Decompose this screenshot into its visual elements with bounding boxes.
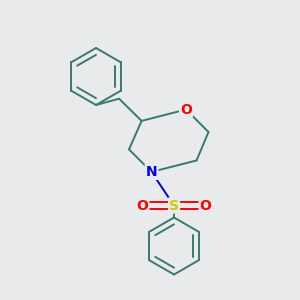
Text: N: N: [146, 165, 157, 179]
Text: O: O: [200, 199, 211, 212]
Text: S: S: [169, 199, 179, 212]
Text: O: O: [180, 103, 192, 116]
Text: O: O: [136, 199, 148, 212]
